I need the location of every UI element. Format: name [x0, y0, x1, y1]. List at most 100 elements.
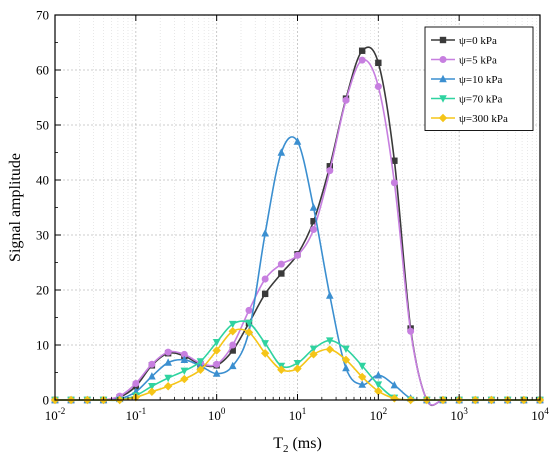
x-tick-label-base: 10: [289, 408, 302, 423]
data-point: [164, 374, 172, 383]
legend-marker: [439, 74, 447, 83]
x-tick-label-base: 10: [370, 408, 383, 423]
data-point: [278, 270, 285, 277]
data-point: [180, 355, 189, 364]
data-point: [196, 358, 205, 366]
legend-label: ψ=5 kPa: [459, 55, 497, 67]
x-tick-label-exponent: -2: [58, 406, 66, 416]
data-point: [277, 148, 286, 156]
x-axis-title-sub: 2: [283, 443, 289, 455]
data-point: [229, 341, 237, 349]
x-tick-label-base: 10: [450, 408, 463, 423]
legend-marker: [438, 113, 448, 123]
data-point: [261, 275, 269, 283]
data-point: [293, 359, 302, 368]
data-point: [132, 380, 140, 387]
data-point: [294, 251, 301, 259]
x-tick-label-base: 10: [45, 408, 58, 423]
data-point: [245, 306, 253, 314]
x-tick-label: 10-2: [45, 406, 66, 423]
y-tick-label: 30: [36, 228, 49, 243]
legend-item: ψ=5 kPa: [431, 55, 497, 67]
legend-label: ψ=10 kPa: [459, 74, 502, 86]
data-point: [148, 383, 156, 391]
data-point: [374, 371, 383, 379]
legend-marker: [439, 56, 447, 63]
y-tick-label: 0: [43, 393, 50, 408]
x-tick-label-exponent: 3: [463, 406, 468, 416]
x-axis-title-unit: (ms): [288, 435, 321, 452]
data-point: [261, 340, 269, 348]
x-tick-label-base: 10: [208, 408, 221, 423]
data-point: [163, 382, 173, 391]
x-tick-label-exponent: 4: [544, 406, 549, 416]
data-point: [326, 337, 334, 345]
data-point: [309, 203, 318, 211]
y-tick-label: 20: [36, 283, 49, 298]
data-point: [261, 229, 269, 237]
data-point: [342, 345, 350, 354]
x-tick-label: 104: [531, 406, 549, 423]
data-point: [147, 387, 157, 396]
y-tick-label: 60: [36, 63, 49, 78]
data-point: [293, 364, 302, 373]
legend-label: ψ=300 kPa: [459, 113, 508, 125]
data-point: [326, 291, 334, 299]
x-tick-label-base: 10: [126, 408, 139, 423]
data-point: [180, 367, 189, 376]
data-point: [260, 349, 270, 358]
data-point: [358, 362, 366, 371]
data-point: [358, 47, 366, 54]
data-point: [342, 96, 350, 104]
x-axis-title-main: T: [273, 435, 283, 452]
x-tick-label: 10-1: [126, 406, 147, 423]
data-point: [180, 350, 188, 358]
x-tick-label: 100: [208, 406, 226, 423]
legend-item: ψ=70 kPa: [431, 94, 502, 106]
x-tick-label: 102: [370, 406, 388, 423]
data-point: [309, 345, 318, 354]
x-axis-title: T2 (ms): [273, 435, 322, 455]
legend-marker: [439, 95, 447, 103]
y-tick-label: 70: [36, 8, 49, 23]
y-axis-title: Signal amplitude: [7, 153, 24, 262]
legend-label: ψ=70 kPa: [459, 94, 502, 106]
data-point: [164, 348, 172, 356]
axis-ticks: [54, 14, 537, 401]
data-point: [212, 339, 221, 347]
legend-item: ψ=300 kPa: [431, 113, 508, 125]
data-point: [148, 360, 156, 368]
data-point: [342, 363, 350, 372]
x-tick-label-exponent: 1: [302, 406, 307, 416]
data-point: [357, 372, 367, 382]
data-point: [212, 346, 221, 355]
x-tick-label: 101: [289, 406, 307, 423]
y-tick-label: 40: [36, 173, 49, 188]
data-point: [244, 328, 254, 337]
data-point: [390, 179, 398, 187]
data-point: [228, 361, 237, 370]
data-point: [229, 347, 236, 354]
x-tick-label: 103: [450, 406, 468, 423]
legend: ψ=0 kPa ψ=5 kPa ψ=10 kPa ψ=70 kPa ψ=300 kPa: [424, 26, 534, 131]
data-point: [245, 319, 253, 328]
legend-label: ψ=0 kPa: [459, 35, 497, 47]
data-point: [277, 365, 286, 374]
data-point: [374, 387, 383, 396]
data-point: [180, 374, 189, 384]
data-point: [374, 381, 383, 389]
data-point: [148, 372, 156, 380]
data-point: [164, 358, 172, 366]
data-point: [358, 56, 366, 64]
data-point: [375, 59, 382, 67]
data-point: [196, 365, 205, 374]
data-point: [326, 167, 334, 175]
legend-item: ψ=10 kPa: [431, 74, 502, 86]
data-point: [325, 345, 335, 354]
data-point: [228, 320, 237, 329]
legend-item: ψ=0 kPa: [431, 35, 497, 47]
data-point: [213, 360, 221, 368]
data-point: [309, 350, 318, 359]
